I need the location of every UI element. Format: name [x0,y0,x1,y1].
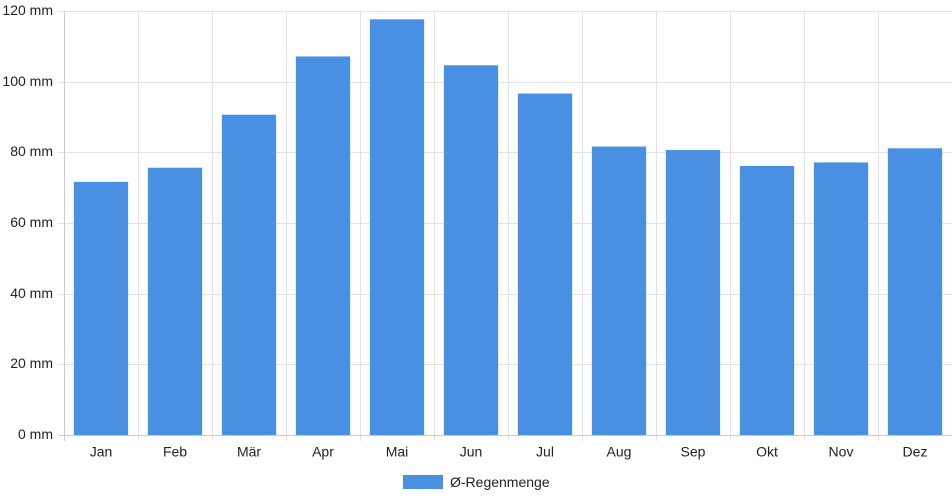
bar [739,165,795,436]
x-axis-tick-labels: Jan Feb Mär Apr Mai Jun Jul Aug Sep Okt Nov Dez [90,444,928,460]
y-tick-label: 120 mm [2,2,53,18]
y-tick-label: 40 mm [10,285,53,301]
y-tick-label: 80 mm [10,143,53,159]
bar [295,56,351,436]
bar [73,181,129,436]
legend[interactable]: Ø-Regenmenge [403,473,550,491]
bar [369,19,425,436]
x-tick-label: Jul [536,444,554,460]
bar [443,65,499,436]
grid-lines [58,11,952,441]
bar [591,146,647,436]
legend-label: Ø-Regenmenge [450,474,550,490]
legend-swatch [403,475,443,489]
x-tick-label: Okt [756,444,778,460]
bar [887,148,943,436]
y-tick-label: 100 mm [2,73,53,89]
x-tick-label: Apr [312,444,334,460]
bars [73,19,943,436]
bar [517,93,573,436]
axes [58,11,952,441]
bar [221,114,277,436]
x-tick-label: Mär [237,444,261,460]
x-tick-label: Feb [163,444,187,460]
x-tick-label: Jun [460,444,483,460]
bar [813,162,869,436]
bar [147,167,203,436]
y-tick-label: 20 mm [10,355,53,371]
x-tick-label: Sep [681,444,706,460]
x-tick-label: Jan [90,444,113,460]
x-tick-label: Dez [903,444,928,460]
y-tick-label: 0 mm [18,426,53,442]
x-tick-label: Aug [607,444,632,460]
x-tick-label: Nov [829,444,854,460]
x-tick-label: Mai [386,444,409,460]
y-axis-tick-labels: 0 mm 20 mm 40 mm 60 mm 80 mm 100 mm 120 mm [2,2,53,442]
y-tick-label: 60 mm [10,214,53,230]
bar [665,150,721,436]
